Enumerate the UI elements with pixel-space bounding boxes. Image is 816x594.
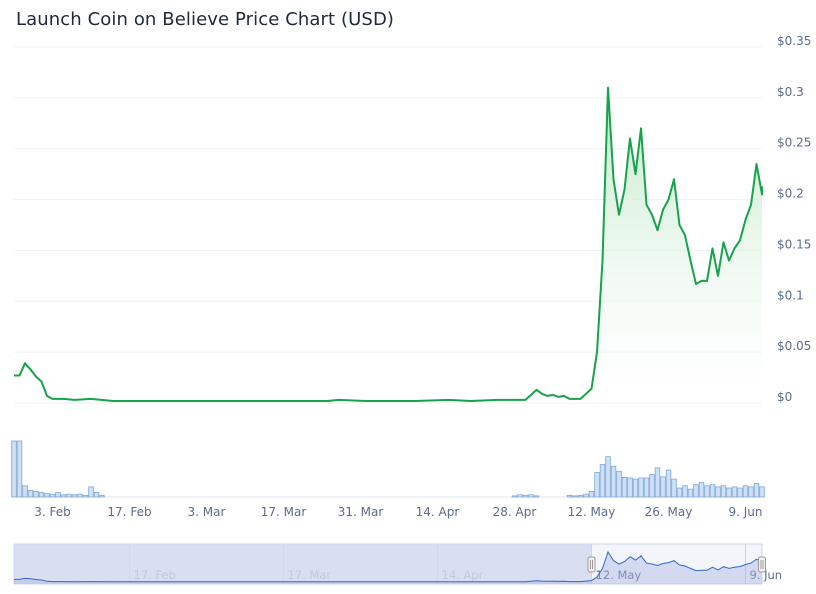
y-tick-label: $0 [777, 390, 792, 404]
volume-bar [682, 485, 688, 498]
volume-bar [60, 494, 67, 498]
volume-bar [66, 493, 72, 498]
volume-bar [566, 494, 573, 498]
x-axis: 3. Feb 17. Feb 3. Mar 17. Mar 31. Mar 14. Apr… [34, 505, 762, 519]
volume-bar [665, 469, 672, 498]
volume-bar [698, 482, 705, 498]
volume-bar [88, 486, 94, 498]
volume-bar [671, 478, 677, 498]
volume-bar [22, 485, 28, 498]
x-tick-label: 12. May [568, 505, 616, 519]
volume-bar [643, 477, 650, 498]
navigator-mask-left [14, 544, 592, 584]
x-tick-label: 14. Apr [416, 505, 460, 519]
volume-bar [627, 477, 633, 498]
volume-bar [693, 484, 699, 498]
volume-bar [632, 478, 639, 498]
price-area [14, 87, 762, 403]
y-tick-label: $0.05 [777, 339, 811, 353]
navigator-tick-label: 12. May [596, 568, 642, 582]
volume-bar [517, 494, 523, 498]
volume-bar [654, 467, 661, 498]
y-tick-label: $0.35 [777, 34, 811, 48]
volume-bar [33, 490, 39, 498]
x-tick-label: 9. Jun [728, 505, 762, 519]
y-tick-label: $0.25 [777, 136, 811, 150]
volume-bar [44, 493, 50, 498]
volume-bar [649, 474, 655, 498]
volume-bars [11, 440, 765, 498]
volume-bar [77, 493, 83, 498]
x-tick-label: 3. Feb [34, 505, 71, 519]
volume-bar [720, 485, 727, 498]
volume-bar [528, 494, 534, 498]
y-tick-label: $0.2 [777, 187, 804, 201]
volume-bar [99, 494, 105, 498]
navigator-area [14, 551, 762, 584]
volume-bar [11, 440, 17, 498]
volume-bar [638, 477, 644, 498]
volume-bar [726, 487, 732, 498]
navigator-handle-right[interactable] [758, 556, 766, 573]
volume-bar [511, 495, 518, 498]
volume-bar [572, 495, 578, 498]
volume-bar [687, 488, 694, 498]
volume-bar [82, 494, 89, 498]
volume-bar [759, 486, 765, 498]
volume-bar [71, 494, 78, 498]
y-tick-label: $0.1 [777, 288, 804, 302]
navigator-handle-left[interactable] [587, 556, 596, 573]
x-tick-label: 17. Mar [261, 505, 307, 519]
navigator-line [14, 550, 763, 583]
price-series[interactable] [14, 86, 763, 403]
y-axis: $0 $0.05 $0.1 $0.15 $0.2 $0.25 $0.3 $0.35 [777, 34, 811, 404]
volume-bar [610, 465, 617, 498]
volume-bar [737, 487, 743, 498]
volume-bar [594, 471, 600, 498]
x-tick-label: 26. May [645, 505, 693, 519]
volume-bar [715, 486, 721, 498]
volume-bar [621, 476, 628, 498]
volume-bar [577, 494, 584, 498]
navigator-tick-label: 9. Jun [750, 568, 783, 582]
volume-bar [616, 470, 622, 498]
x-tick-label: 31. Mar [338, 505, 384, 519]
volume-bar [522, 494, 529, 498]
volume-bar [709, 484, 716, 498]
volume-bar [38, 492, 45, 498]
volume-bar [742, 485, 749, 498]
volume-bar [753, 483, 760, 498]
volume-bar [93, 492, 100, 498]
volume-bar [588, 490, 595, 498]
volume-bar [605, 456, 611, 498]
volume-bar [660, 476, 666, 498]
volume-bar [704, 485, 710, 498]
volume-bar [27, 489, 34, 498]
volume-bar [16, 440, 23, 498]
y-tick-label: $0.3 [777, 85, 804, 99]
volume-bar [583, 493, 589, 498]
chart-title: Launch Coin on Believe Price Chart (USD) [16, 9, 395, 30]
volume-bar [599, 464, 606, 498]
price-line[interactable] [14, 86, 763, 402]
volume-bar [55, 492, 61, 498]
x-tick-label: 17. Feb [107, 505, 151, 519]
volume-bar [676, 487, 683, 498]
volume-bar [49, 493, 56, 498]
y-tick-label: $0.15 [777, 237, 811, 251]
volume-bar [748, 486, 754, 498]
x-tick-label: 28. Apr [493, 505, 537, 519]
volume-bar [731, 486, 738, 498]
x-tick-label: 3. Mar [188, 505, 226, 519]
volume-bar [533, 495, 540, 498]
